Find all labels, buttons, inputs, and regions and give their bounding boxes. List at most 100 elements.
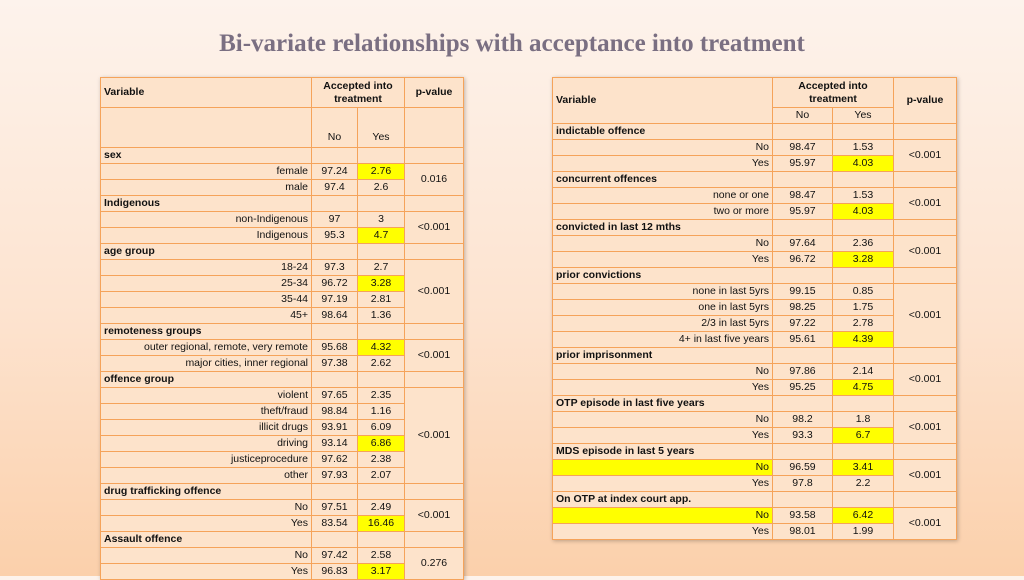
value-no: 96.72	[311, 275, 358, 292]
value-no: 97.51	[311, 499, 358, 516]
empty-cell	[357, 195, 405, 212]
row-label: No	[552, 235, 773, 252]
table-row: No 97.51 2.49 <0.001	[100, 499, 464, 532]
empty-cell	[832, 123, 894, 140]
p-value: <0.001	[893, 139, 957, 172]
row-label: justiceprocedure	[100, 451, 312, 468]
section-row: On OTP at index court app.	[552, 491, 957, 508]
value-yes: 4.32	[357, 339, 405, 356]
empty-cell	[311, 323, 358, 340]
value-yes: 1.8	[832, 411, 894, 428]
row-label: No	[552, 139, 773, 156]
empty-cell	[772, 491, 833, 508]
section-label: MDS episode in last 5 years	[552, 443, 773, 460]
value-no: 93.14	[311, 435, 358, 452]
row-label: outer regional, remote, very remote	[100, 339, 312, 356]
empty-cell	[404, 323, 464, 340]
empty-cell	[832, 491, 894, 508]
value-yes: 1.53	[832, 187, 894, 204]
value-no: 97.4	[311, 179, 358, 196]
empty-cell	[893, 123, 957, 140]
empty-cell	[311, 147, 358, 164]
value-yes: 3	[357, 211, 405, 228]
row-label: none or one	[552, 187, 773, 204]
table-row: non-Indigenous 97 3 <0.001	[100, 211, 464, 244]
table-row: No 98.2 1.8 <0.001	[552, 411, 957, 444]
value-yes: 2.76	[357, 163, 405, 180]
empty-cell	[893, 219, 957, 236]
section-label: OTP episode in last five years	[552, 395, 773, 412]
row-label: 4+ in last five years	[552, 331, 773, 348]
empty-cell	[772, 219, 833, 236]
section-row: concurrent offences	[552, 171, 957, 188]
empty-cell	[357, 531, 405, 548]
empty-cell	[311, 371, 358, 388]
value-yes: 1.16	[357, 403, 405, 420]
section-row: Indigenous	[100, 195, 464, 212]
row-label: driving	[100, 435, 312, 452]
empty-cell	[357, 323, 405, 340]
section-label: prior convictions	[552, 267, 773, 284]
header-yes: Yes	[832, 107, 894, 124]
value-no: 96.72	[772, 251, 833, 268]
value-no: 97.22	[772, 315, 833, 332]
table-row: none or one 98.47 1.53 <0.001	[552, 187, 957, 220]
empty-cell	[311, 483, 358, 500]
row-label: 45+	[100, 307, 312, 324]
value-yes: 1.36	[357, 307, 405, 324]
p-value: <0.001	[893, 363, 957, 396]
header-variable: Variable	[100, 77, 312, 108]
section-row: remoteness groups	[100, 323, 464, 340]
value-yes: 6.7	[832, 427, 894, 444]
section-label: Indigenous	[100, 195, 312, 212]
header-pvalue: p-value	[893, 77, 957, 124]
header-no: No	[772, 107, 833, 124]
value-no: 98.84	[311, 403, 358, 420]
p-value: <0.001	[404, 211, 464, 244]
header-pvalue: p-value	[404, 77, 464, 108]
empty-cell	[404, 195, 464, 212]
empty-cell	[404, 243, 464, 260]
row-label: No	[552, 459, 773, 476]
section-row: age group	[100, 243, 464, 260]
row-label: No	[552, 507, 773, 524]
table-row: outer regional, remote, very remote 95.68…	[100, 339, 464, 372]
value-yes: 2.35	[357, 387, 405, 404]
empty-cell	[893, 347, 957, 364]
empty-cell	[832, 171, 894, 188]
value-yes: 6.09	[357, 419, 405, 436]
value-yes: 3.41	[832, 459, 894, 476]
section-label: drug trafficking offence	[100, 483, 312, 500]
empty-cell	[311, 531, 358, 548]
empty-cell	[404, 483, 464, 500]
slide-title: Bi-variate relationships with acceptance…	[219, 30, 805, 57]
value-no: 97.8	[772, 475, 833, 492]
empty-cell	[893, 395, 957, 412]
row-label: No	[100, 547, 312, 564]
empty-cell	[893, 443, 957, 460]
value-yes: 3.28	[357, 275, 405, 292]
table-row: 4+ in last five years 95.61 4.39	[552, 331, 957, 348]
table-row: Yes 95.97 4.03	[552, 155, 957, 172]
section-row: convicted in last 12 mths	[552, 219, 957, 236]
value-no: 97.24	[311, 163, 358, 180]
row-label: illicit drugs	[100, 419, 312, 436]
section-row: MDS episode in last 5 years	[552, 443, 957, 460]
row-label: Yes	[552, 155, 773, 172]
value-yes: 3.17	[357, 563, 405, 580]
header-row: Variable Accepted into treatment p-value	[100, 77, 464, 108]
value-no: 95.61	[772, 331, 833, 348]
row-label: two or more	[552, 203, 773, 220]
row-label: violent	[100, 387, 312, 404]
table-row: justiceprocedure 97.62 2.38	[100, 451, 464, 468]
row-label: No	[552, 363, 773, 380]
table-row: 2/3 in last 5yrs 97.22 2.78	[552, 315, 957, 332]
empty-cell	[772, 395, 833, 412]
row-label: Yes	[552, 379, 773, 396]
value-no: 98.01	[772, 523, 833, 540]
row-label: Indigenous	[100, 227, 312, 244]
section-label: remoteness groups	[100, 323, 312, 340]
empty-cell	[357, 371, 405, 388]
value-yes: 1.53	[832, 139, 894, 156]
subheader-blank	[404, 107, 464, 148]
